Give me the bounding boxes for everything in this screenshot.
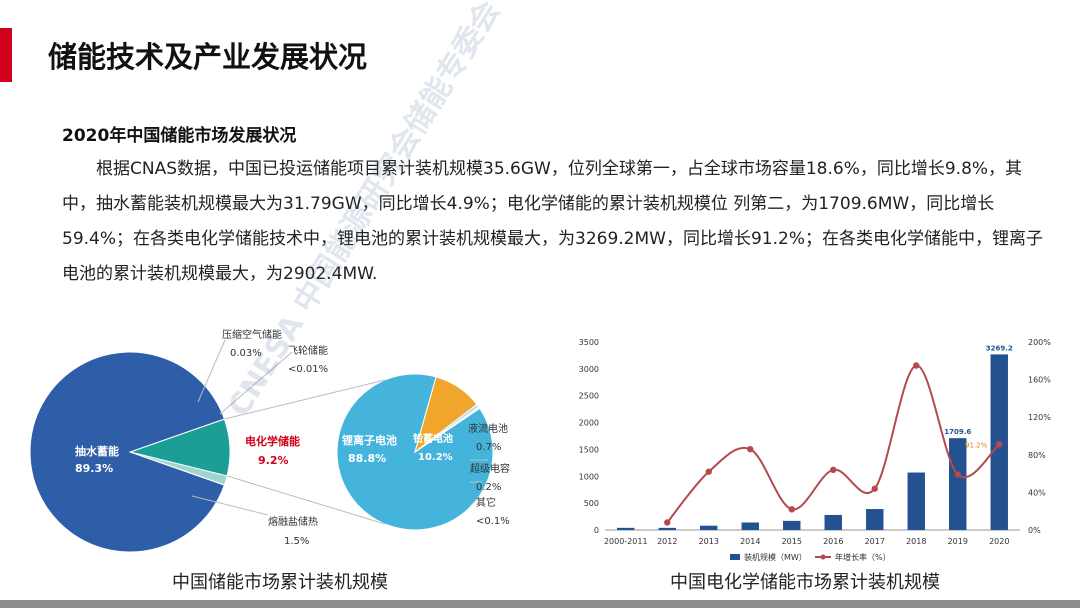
combo-growth-line [664,362,1003,526]
value-lead-battery: 10.2% [418,452,453,463]
electrochem-combo-chart: 0 500 1000 1500 2000 2500 3000 3500 0% 40% 80% 120%… [579,338,1052,562]
bar-2019 [949,438,967,530]
y-right-tick-label: 80% [1028,451,1046,460]
label-lead-battery: 铅蓄电池 [413,432,453,445]
growth-rate-point [954,471,961,478]
growth-rate-point [871,485,878,492]
y-left-tick-label: 3000 [579,365,599,374]
bar-data-label: 3269.2 [986,344,1013,352]
leader-line [469,499,477,507]
x-tick-label: 2017 [865,537,885,546]
label-pumped-hydro: 抽水蓄能 [75,444,119,458]
bar-2016 [824,514,842,530]
bar-2013 [700,525,718,530]
label-supercap: 超级电容 [470,462,510,475]
line-data-label: 91.2% [965,441,988,449]
value-flow-battery: 0.7% [476,442,501,453]
bar-2017 [866,509,884,530]
x-tick-label: 2000-2011 [604,537,648,546]
title-accent-bar [0,28,12,82]
pie-labels: 抽水蓄能 89.3% 电化学储能 9.2% 压缩空气储能 0.03% 飞轮储能 <0.01% 熔… [75,328,510,547]
label-compressed-air: 压缩空气储能 [222,328,282,341]
value-other: <0.1% [476,516,510,527]
y-left-tick-label: 2000 [579,419,599,428]
connector-line [226,475,386,525]
value-lithium-ion: 88.8% [348,452,386,465]
slice-lithium-ion [336,373,494,531]
slide-title: 储能技术及产业发展状况 [48,40,368,74]
label-flywheel: 飞轮储能 [288,344,328,357]
legend-bar-swatch [730,554,740,560]
growth-rate-line [666,364,1000,524]
y-right-tick-label: 40% [1028,488,1046,497]
value-pumped-hydro: 89.3% [75,462,113,475]
x-tick-label: 2020 [989,537,1009,546]
pie-leader-lines [191,339,488,525]
x-tick-label: 2013 [699,537,719,546]
leader-line [219,351,293,415]
y-right-tick-label: 160% [1028,376,1051,385]
bar-2012 [658,527,676,530]
pie-breakdown [336,373,494,531]
label-other: 其它 [476,496,496,509]
value-flywheel: <0.01% [288,364,328,375]
x-tick-label: 2012 [657,537,677,546]
connector-line [224,379,386,420]
y-left-tick-label: 0 [594,526,599,535]
pie-main [30,351,231,553]
bar-2014 [741,522,759,530]
legend-line-label: 年增长率（%） [835,552,891,562]
value-molten-salt: 1.5% [284,536,309,547]
combo-bars [617,354,1008,530]
bar-data-label: 1709.6 [944,428,971,436]
value-supercap: 0.2% [476,482,501,493]
x-tick-label: 2015 [782,537,802,546]
footer-bar [0,600,1080,608]
growth-rate-point [913,362,920,369]
x-tick-label: 2016 [823,537,843,546]
y-left-tick-label: 1500 [579,445,599,454]
growth-rate-point [747,445,754,453]
bar-2000-2011 [617,527,635,530]
slice-other [414,407,481,453]
growth-rate-point [996,441,1003,448]
bar-2015 [783,520,801,530]
right-chart-caption: 中国电化学储能市场累计装机规模 [670,572,940,593]
y-left-tick-label: 3500 [579,338,599,347]
paragraph-text: 根据CNAS数据，中国已投运储能项目累计装机规模35.6GW，位列全球第一，占全… [62,159,1043,284]
leader-line [197,339,226,403]
x-tick-label: 2019 [948,537,968,546]
growth-rate-point [830,466,837,474]
leader-line [191,495,269,516]
label-flow-battery: 液流电池 [468,422,508,435]
y-left-tick-label: 500 [584,499,599,508]
label-electrochemical: 电化学储能 [245,434,300,448]
left-chart-caption: 中国储能市场累计装机规模 [172,572,388,593]
section-title: 2020年中国储能市场发展状况 [62,126,297,146]
legend-line-marker [820,554,826,560]
combo-labels: 0 500 1000 1500 2000 2500 3000 3500 0% 40% 80% 120%… [579,338,1052,562]
value-compressed-air: 0.03% [230,348,262,359]
legend-bar-label: 装机规模（MW） [744,552,807,562]
value-electrochemical: 9.2% [258,454,289,467]
growth-rate-point [664,519,671,526]
y-left-tick-label: 1000 [579,472,599,481]
growth-rate-point [788,506,795,513]
storage-pie-chart: 抽水蓄能 89.3% 电化学储能 9.2% 压缩空气储能 0.03% 飞轮储能 <0.01% 熔… [30,328,510,553]
x-tick-label: 2014 [740,537,760,546]
y-right-tick-label: 0% [1028,526,1041,535]
label-molten-salt: 熔融盐储热 [268,515,318,528]
bar-2018 [907,472,925,530]
x-tick-label: 2018 [906,537,926,546]
y-left-tick-label: 2500 [579,392,599,401]
label-lithium-ion: 锂离子电池 [342,433,397,447]
body-paragraph: 根据CNAS数据，中国已投运储能项目累计装机规模35.6GW，位列全球第一，占全… [62,152,1052,292]
growth-rate-point [705,468,712,475]
y-right-tick-label: 120% [1028,413,1051,422]
y-right-tick-label: 200% [1028,338,1051,347]
slice-pumped-hydro [30,351,226,553]
